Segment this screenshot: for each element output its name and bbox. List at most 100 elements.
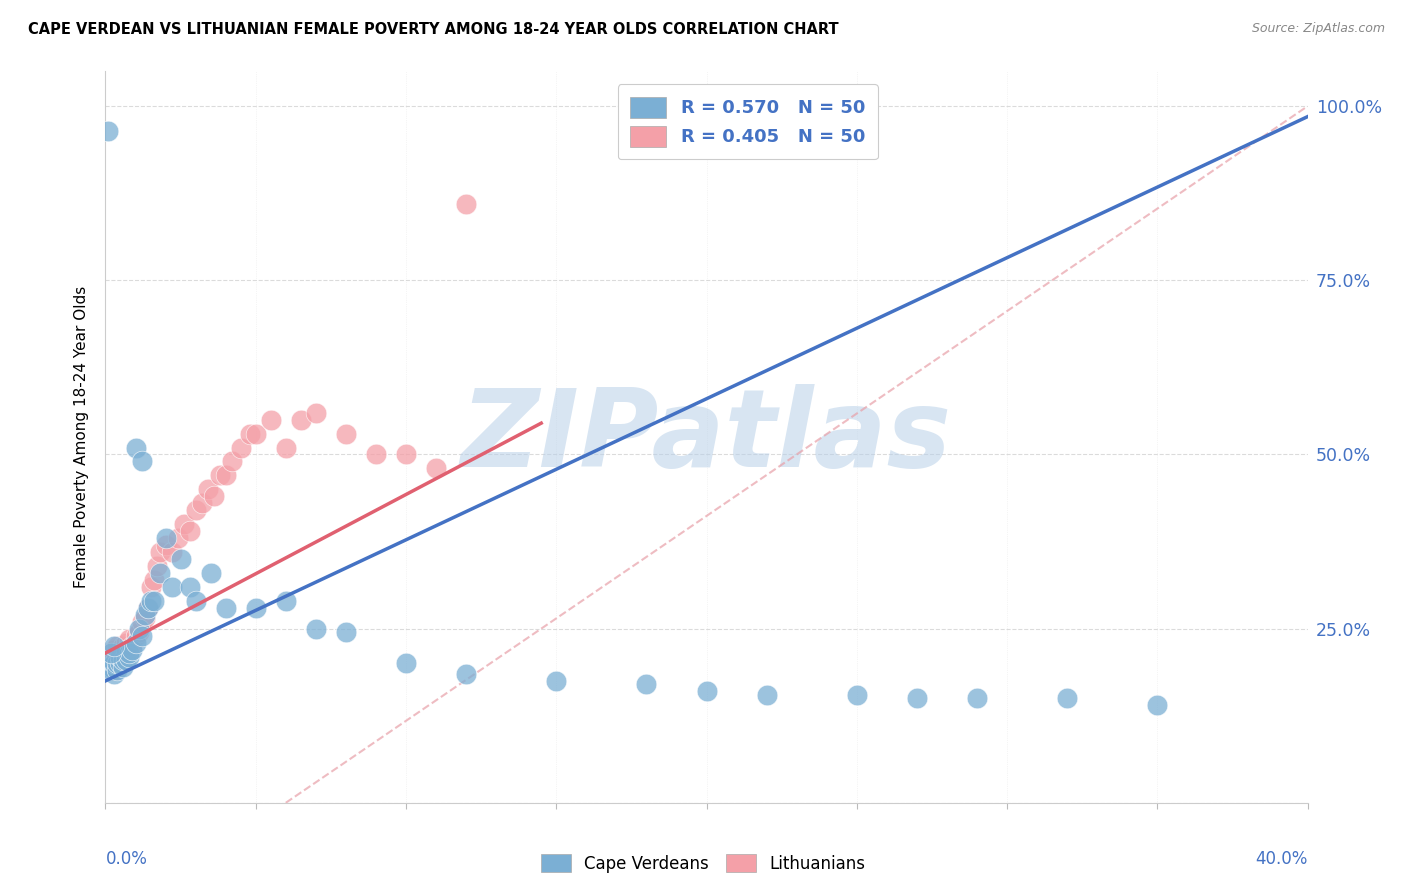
Point xyxy=(107,664,129,678)
Point xyxy=(274,441,297,455)
Point xyxy=(136,600,159,615)
Legend: Cape Verdeans, Lithuanians: Cape Verdeans, Lithuanians xyxy=(534,847,872,880)
Point xyxy=(142,594,165,608)
Point xyxy=(454,667,477,681)
Point xyxy=(118,646,141,660)
Point xyxy=(115,653,138,667)
Point xyxy=(128,625,150,640)
Point xyxy=(100,646,122,660)
Point xyxy=(124,629,146,643)
Point xyxy=(115,646,138,660)
Point xyxy=(115,642,138,657)
Point xyxy=(214,600,236,615)
Text: ZIPatlas: ZIPatlas xyxy=(461,384,952,490)
Point xyxy=(134,607,156,622)
Y-axis label: Female Poverty Among 18-24 Year Olds: Female Poverty Among 18-24 Year Olds xyxy=(75,286,90,588)
Point xyxy=(128,622,150,636)
Point xyxy=(100,646,122,660)
Point xyxy=(335,625,357,640)
Point xyxy=(200,566,222,580)
Point xyxy=(169,552,191,566)
Point xyxy=(139,580,162,594)
Point xyxy=(112,653,135,667)
Point xyxy=(145,558,167,573)
Point xyxy=(124,441,146,455)
Point xyxy=(364,448,387,462)
Point xyxy=(305,406,328,420)
Point xyxy=(305,622,328,636)
Point xyxy=(148,545,170,559)
Point xyxy=(110,646,132,660)
Point xyxy=(107,660,129,674)
Point xyxy=(229,441,252,455)
Point xyxy=(155,538,177,552)
Point xyxy=(454,196,477,211)
Point xyxy=(100,657,122,671)
Point xyxy=(190,496,212,510)
Point xyxy=(197,483,219,497)
Point xyxy=(136,600,159,615)
Point xyxy=(103,642,125,657)
Text: CAPE VERDEAN VS LITHUANIAN FEMALE POVERTY AMONG 18-24 YEAR OLDS CORRELATION CHAR: CAPE VERDEAN VS LITHUANIAN FEMALE POVERT… xyxy=(28,22,839,37)
Point xyxy=(142,573,165,587)
Point xyxy=(103,639,125,653)
Point xyxy=(103,657,125,671)
Point xyxy=(546,673,568,688)
Text: 0.0%: 0.0% xyxy=(105,850,148,868)
Point xyxy=(131,454,153,468)
Point xyxy=(97,646,120,660)
Point xyxy=(166,531,188,545)
Point xyxy=(100,660,122,674)
Point xyxy=(184,594,207,608)
Point xyxy=(107,657,129,671)
Point xyxy=(214,468,236,483)
Point xyxy=(121,639,143,653)
Point xyxy=(179,580,201,594)
Point xyxy=(179,524,201,538)
Point xyxy=(112,660,135,674)
Point xyxy=(131,615,153,629)
Point xyxy=(97,657,120,671)
Point xyxy=(335,426,357,441)
Point xyxy=(245,600,267,615)
Point xyxy=(1146,698,1168,713)
Point xyxy=(636,677,658,691)
Point xyxy=(124,635,146,649)
Point xyxy=(103,664,125,678)
Point xyxy=(173,517,195,532)
Point xyxy=(239,426,262,441)
Point xyxy=(112,649,135,664)
Point xyxy=(139,594,162,608)
Point xyxy=(134,611,156,625)
Point xyxy=(395,657,418,671)
Point xyxy=(260,412,283,426)
Point xyxy=(160,545,183,559)
Point xyxy=(202,489,225,503)
Point xyxy=(115,635,138,649)
Point xyxy=(155,531,177,545)
Point xyxy=(221,454,243,468)
Point xyxy=(107,639,129,653)
Point xyxy=(103,667,125,681)
Point xyxy=(905,691,928,706)
Point xyxy=(131,629,153,643)
Point xyxy=(966,691,988,706)
Point xyxy=(118,649,141,664)
Point xyxy=(112,639,135,653)
Point xyxy=(425,461,447,475)
Point xyxy=(110,649,132,664)
Text: 40.0%: 40.0% xyxy=(1256,850,1308,868)
Point xyxy=(208,468,231,483)
Point xyxy=(148,566,170,580)
Text: Source: ZipAtlas.com: Source: ZipAtlas.com xyxy=(1251,22,1385,36)
Point xyxy=(97,123,120,137)
Point xyxy=(274,594,297,608)
Legend: R = 0.570   N = 50, R = 0.405   N = 50: R = 0.570 N = 50, R = 0.405 N = 50 xyxy=(617,84,877,159)
Point xyxy=(1056,691,1078,706)
Point xyxy=(160,580,183,594)
Point xyxy=(110,657,132,671)
Point xyxy=(118,632,141,646)
Point xyxy=(845,688,868,702)
Point xyxy=(290,412,312,426)
Point xyxy=(118,646,141,660)
